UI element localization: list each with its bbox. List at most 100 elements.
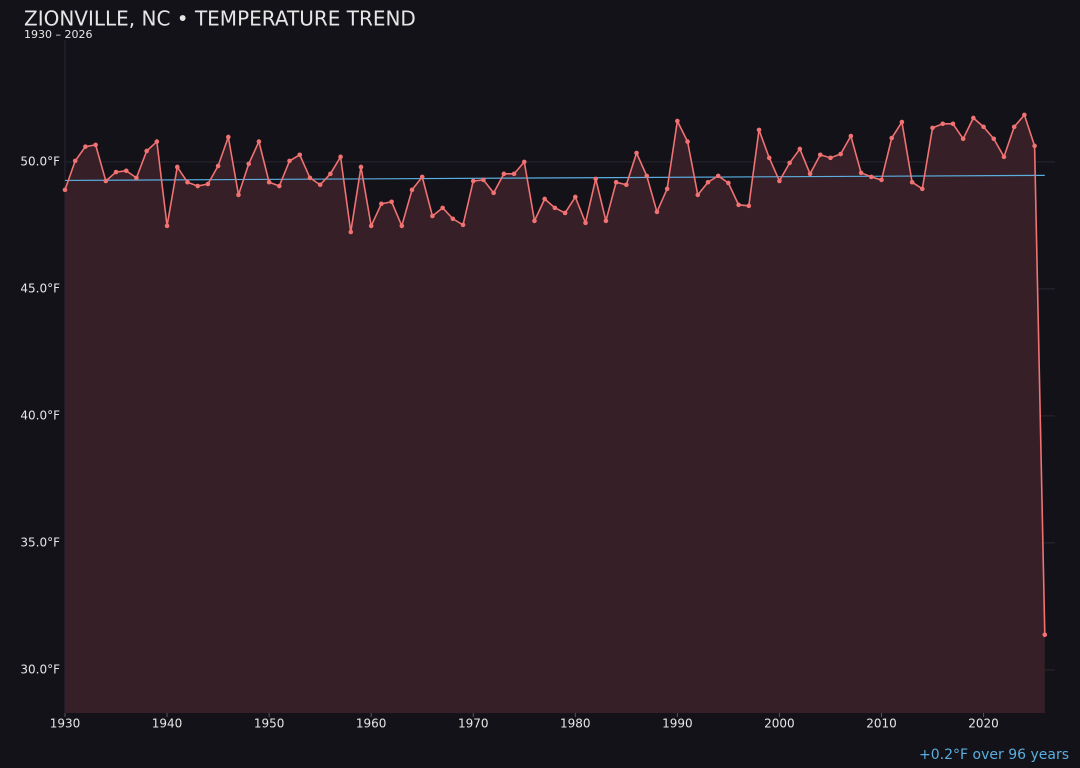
data-point [491,190,496,196]
data-point [644,173,650,179]
data-point [72,158,78,164]
data-point [358,164,364,170]
data-point [909,179,915,185]
data-point [664,186,670,192]
y-tick-label: 45.0°F [20,281,60,295]
data-point [511,171,517,177]
data-point [266,179,272,185]
data-point [62,187,68,193]
data-point [399,223,405,229]
data-point [991,136,997,142]
data-point [920,186,925,192]
data-point [236,192,241,198]
data-point [1001,154,1007,160]
x-tick-label: 2000 [764,717,795,731]
data-point [705,179,711,185]
data-point [593,176,599,182]
data-point [164,223,170,229]
data-point [715,173,721,179]
data-point [154,139,160,144]
data-point [848,133,854,139]
data-point [134,175,139,181]
data-point [756,127,762,133]
y-tick-label: 50.0°F [20,154,60,168]
data-point [981,124,986,130]
y-tick-label: 40.0°F [20,408,60,422]
data-point [777,178,782,184]
data-point [195,183,200,189]
data-point [603,218,609,224]
data-point [634,150,639,156]
data-point [1042,632,1048,638]
data-point [736,202,741,208]
data-point [430,213,435,219]
data-point [521,159,527,165]
data-point [868,174,874,180]
data-point [889,135,895,141]
data-point [950,121,956,127]
x-tick-label: 1930 [50,717,81,731]
data-point [144,148,149,154]
data-point [103,178,109,184]
x-tick-label: 1990 [662,717,693,731]
data-point [838,151,843,157]
data-point [613,179,619,185]
data-point [817,152,823,158]
data-point [879,177,884,183]
data-point [1022,112,1027,118]
data-point [470,178,476,184]
area-fill [65,114,1045,713]
data-point [562,210,568,216]
data-point [1032,143,1037,149]
data-point [338,154,343,160]
data-point [246,161,252,167]
data-point [409,187,415,193]
trend-annotation: +0.2°F over 96 years [919,747,1069,763]
data-point [205,181,211,187]
data-point [552,205,558,211]
data-point [971,115,976,121]
data-point [858,170,864,176]
data-point [297,152,303,158]
data-point [123,168,129,174]
data-point [583,220,588,226]
data-point [726,180,731,186]
data-point [899,119,905,125]
data-point [695,192,701,198]
data-point [328,171,333,177]
data-point [256,139,262,144]
data-point [389,199,394,205]
trend-line [64,174,1045,182]
x-tick-label: 1960 [356,717,387,731]
data-point [960,136,966,142]
data-point [1011,124,1017,130]
x-tick-label: 1970 [458,717,489,731]
data-point [930,125,935,131]
x-tick-label: 1980 [560,717,591,731]
x-tick-label: 2020 [968,717,999,731]
y-tick-label: 35.0°F [20,535,60,549]
data-point [624,182,629,188]
data-point [501,171,507,177]
data-point [940,121,946,127]
data-point [787,160,792,166]
chart-subtitle: 1930 – 2026 [24,28,92,41]
x-tick-label: 2010 [866,717,897,731]
data-point [215,163,221,169]
data-point [368,223,374,229]
data-point [685,139,690,144]
data-point [225,134,231,140]
data-point [93,142,98,148]
data-point [542,196,547,202]
data-point [807,171,813,177]
y-tick-label: 30.0°F [20,662,60,676]
data-point [174,164,180,170]
data-point [185,179,190,185]
data-point [797,146,803,152]
data-point [83,144,88,149]
data-point [828,155,833,161]
data-point [277,183,282,189]
data-point [379,201,384,207]
data-point [746,203,752,209]
